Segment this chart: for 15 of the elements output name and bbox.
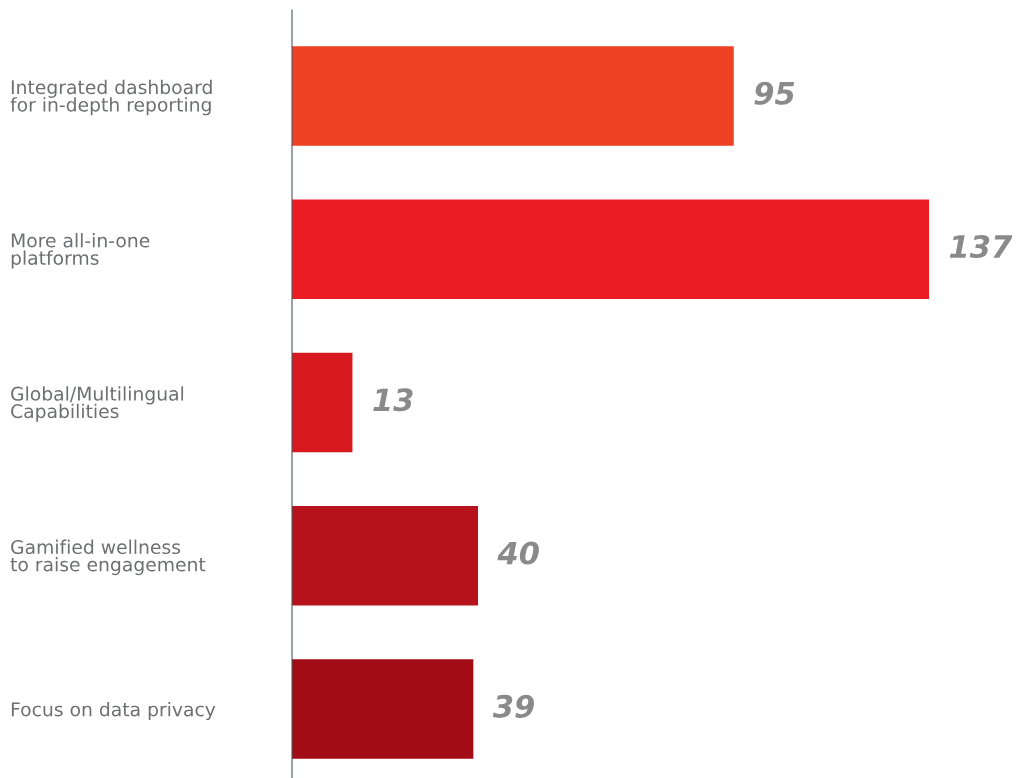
data-label: 95 — [754, 81, 795, 105]
bar — [292, 46, 734, 146]
bar — [292, 505, 479, 606]
y-tick-label: Integrated dashboard for in-depth reporting — [10, 79, 212, 116]
bar — [292, 659, 474, 759]
y-tick-label: More all-in-one platforms — [11, 233, 150, 269]
data-label: 137 — [949, 234, 1013, 259]
data-label: 39 — [492, 694, 534, 718]
data-label: 40 — [497, 541, 539, 565]
data-label: 13 — [373, 388, 413, 412]
bar — [292, 352, 353, 453]
y-tick-label: Focus on data privacy — [11, 701, 216, 721]
bar — [292, 199, 930, 300]
y-tick-label: Gamified wellness to raise engagement — [10, 539, 206, 576]
y-tick-label: Global/Multilingual Capabilities — [11, 386, 184, 422]
